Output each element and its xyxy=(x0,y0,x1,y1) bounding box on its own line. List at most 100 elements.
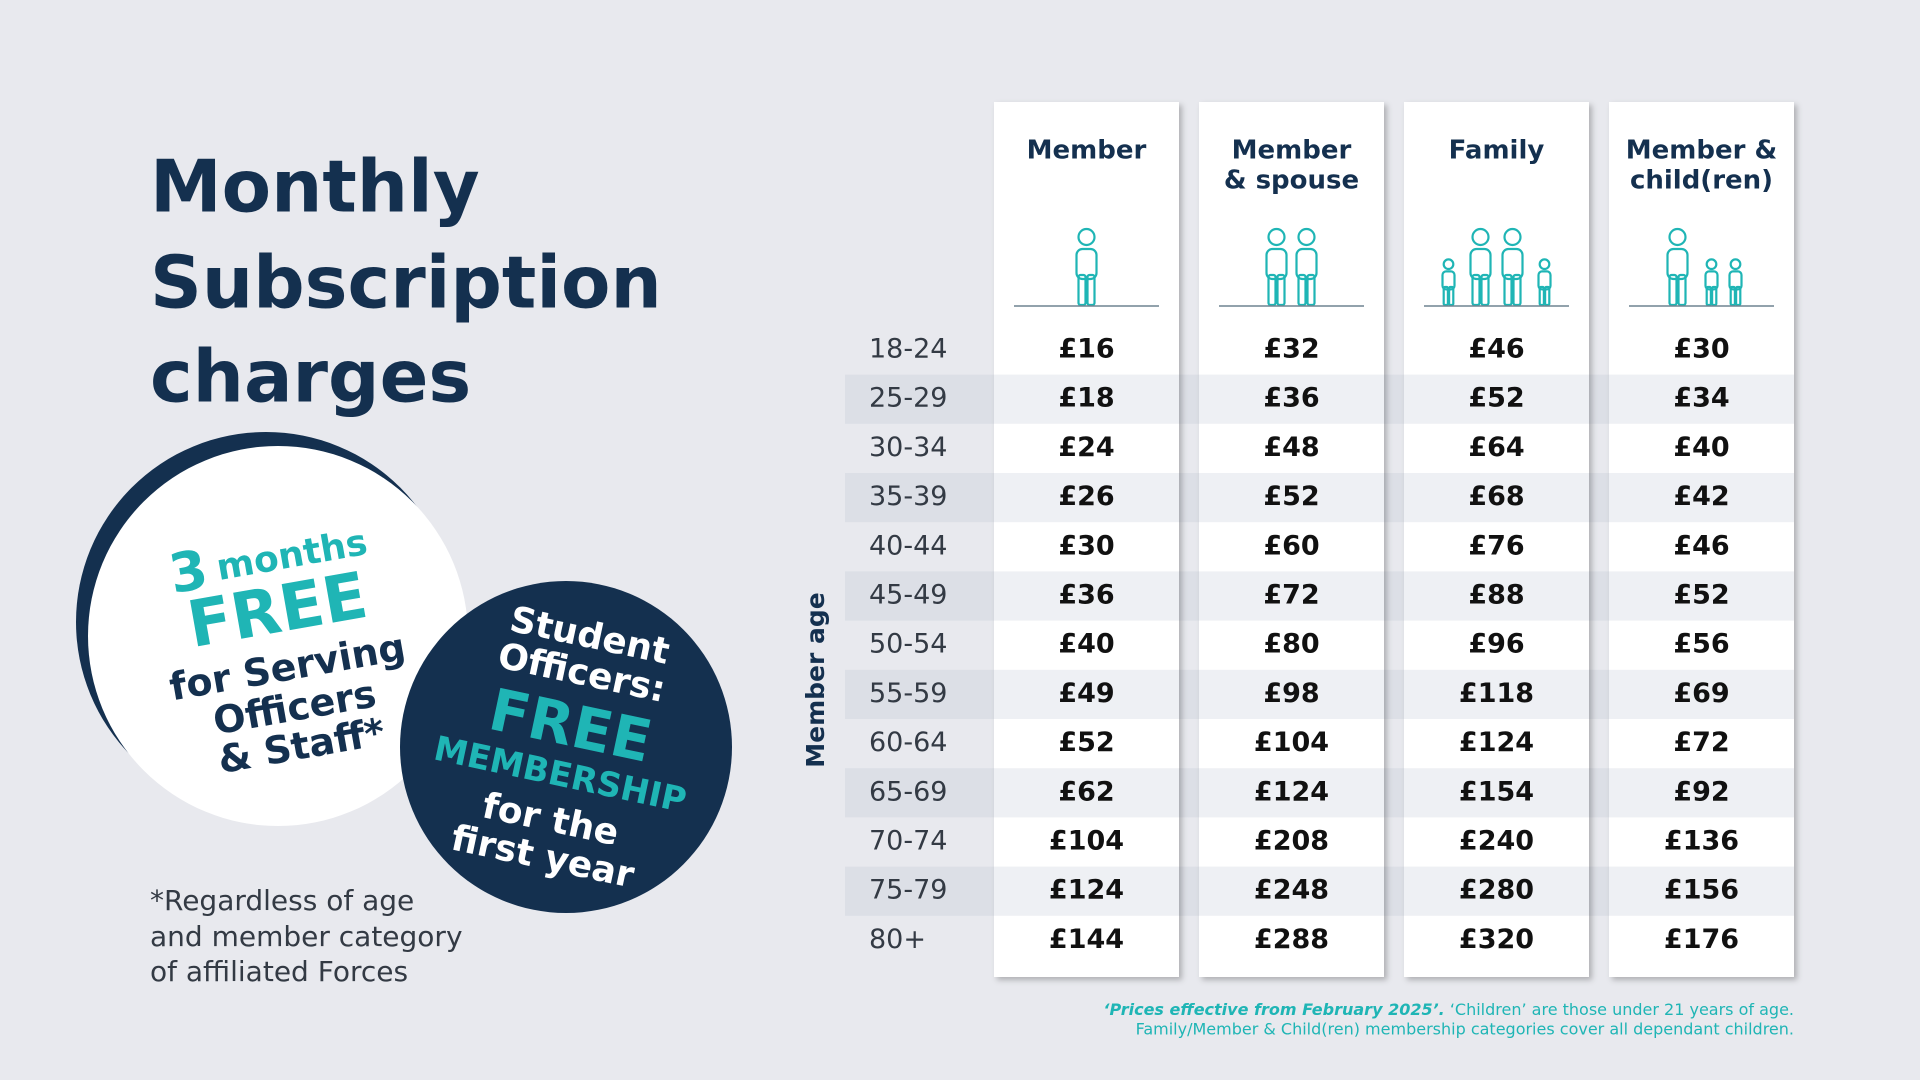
price: £49 xyxy=(1058,678,1114,709)
price: £52 xyxy=(1263,481,1319,512)
footnote-line: *Regardless of age xyxy=(150,884,414,917)
column-icon xyxy=(1075,227,1098,307)
column-header: Member xyxy=(1027,136,1147,166)
icon-leg xyxy=(1503,273,1513,307)
icon-leg xyxy=(1447,285,1455,307)
column-header: & spouse xyxy=(1224,166,1359,196)
price: £88 xyxy=(1468,580,1524,611)
icon-leg xyxy=(1077,273,1087,307)
title-line: Monthly xyxy=(150,145,480,229)
cell-stripe xyxy=(994,571,1179,621)
price: £156 xyxy=(1664,875,1739,906)
icon-leg xyxy=(1543,285,1551,307)
icon-leg xyxy=(1538,285,1545,307)
icon-leg xyxy=(1480,273,1490,307)
price: £36 xyxy=(1263,383,1319,414)
price: £280 xyxy=(1459,875,1534,906)
age-label: 50-54 xyxy=(869,629,947,660)
cell-stripe xyxy=(1199,768,1384,818)
age-label: 55-59 xyxy=(869,678,947,709)
price: £104 xyxy=(1049,826,1124,857)
price: £98 xyxy=(1263,678,1319,709)
icon-leg xyxy=(1668,273,1678,307)
price: £30 xyxy=(1058,530,1114,561)
price: £52 xyxy=(1673,580,1729,611)
age-label: 18-24 xyxy=(869,334,947,365)
price: £124 xyxy=(1254,776,1329,807)
column-header: Family xyxy=(1449,136,1545,166)
price: £176 xyxy=(1664,924,1739,955)
age-label: 65-69 xyxy=(869,776,947,807)
icon-leg xyxy=(1677,273,1687,307)
icon-leg xyxy=(1297,273,1307,307)
title-line: Subscription xyxy=(150,241,662,325)
badge-students xyxy=(400,581,732,913)
price: £16 xyxy=(1058,334,1114,365)
cell-stripe xyxy=(1609,768,1794,818)
price: £144 xyxy=(1049,924,1124,955)
price: £46 xyxy=(1673,530,1729,561)
cell-stripe xyxy=(1404,473,1589,523)
icon-head xyxy=(1297,227,1316,247)
icon-leg xyxy=(1086,273,1096,307)
icon-head xyxy=(1471,227,1490,247)
price: £56 xyxy=(1673,629,1729,660)
icon-leg xyxy=(1471,273,1481,307)
icon-head xyxy=(1503,227,1522,247)
price: £30 xyxy=(1673,334,1729,365)
title: Monthly Subscription charges xyxy=(150,145,662,419)
price: £154 xyxy=(1459,776,1534,807)
cell-stripe xyxy=(1199,866,1384,916)
price: £52 xyxy=(1058,727,1114,758)
price: £80 xyxy=(1263,629,1319,660)
price: £320 xyxy=(1459,924,1534,955)
age-label: 30-34 xyxy=(869,432,947,463)
footnote: *Regardless of age and member category o… xyxy=(150,884,463,988)
icon-leg xyxy=(1512,273,1522,307)
price: £124 xyxy=(1459,727,1534,758)
cell-stripe xyxy=(1199,374,1384,424)
icon-leg xyxy=(1710,285,1718,307)
note-text: ‘Children’ are those under 21 years of a… xyxy=(1445,1000,1794,1019)
price: £92 xyxy=(1673,776,1729,807)
column-header: Member xyxy=(1232,136,1352,166)
icon-leg xyxy=(1276,273,1286,307)
age-label: 60-64 xyxy=(869,727,947,758)
column-card xyxy=(1404,102,1589,977)
age-label: 40-44 xyxy=(869,530,947,561)
column-icon xyxy=(1265,227,1318,307)
icon-leg xyxy=(1267,273,1277,307)
cell-stripe xyxy=(1404,866,1589,916)
age-label: 35-39 xyxy=(869,481,947,512)
icon-leg xyxy=(1442,285,1449,307)
price: £124 xyxy=(1049,875,1124,906)
cell-stripe xyxy=(1609,866,1794,916)
price: £76 xyxy=(1468,530,1524,561)
price: £24 xyxy=(1058,432,1114,463)
age-label: 45-49 xyxy=(869,580,947,611)
price: £26 xyxy=(1058,481,1114,512)
price: £136 xyxy=(1664,826,1739,857)
note-emphasis: ‘Prices effective from February 2025’. xyxy=(1103,1000,1444,1019)
cell-stripe xyxy=(994,768,1179,818)
cell-stripe xyxy=(994,473,1179,523)
row-axis-label: Member age xyxy=(801,592,830,768)
price: £34 xyxy=(1673,383,1729,414)
price: £240 xyxy=(1459,826,1534,857)
price: £48 xyxy=(1263,432,1319,463)
age-label: 80+ xyxy=(869,924,926,955)
icon-leg xyxy=(1705,285,1712,307)
column-header: Member & xyxy=(1626,136,1777,166)
icon-head xyxy=(1668,227,1687,247)
price: £36 xyxy=(1058,580,1114,611)
icon-head xyxy=(1705,258,1718,271)
column-header: child(ren) xyxy=(1630,166,1773,196)
price: £32 xyxy=(1263,334,1319,365)
column-card xyxy=(994,102,1179,977)
cell-stripe xyxy=(1404,571,1589,621)
price: £288 xyxy=(1254,924,1329,955)
icon-head xyxy=(1442,258,1455,271)
cell-stripe xyxy=(1609,374,1794,424)
icon-head xyxy=(1538,258,1551,271)
cell-stripe xyxy=(994,374,1179,424)
